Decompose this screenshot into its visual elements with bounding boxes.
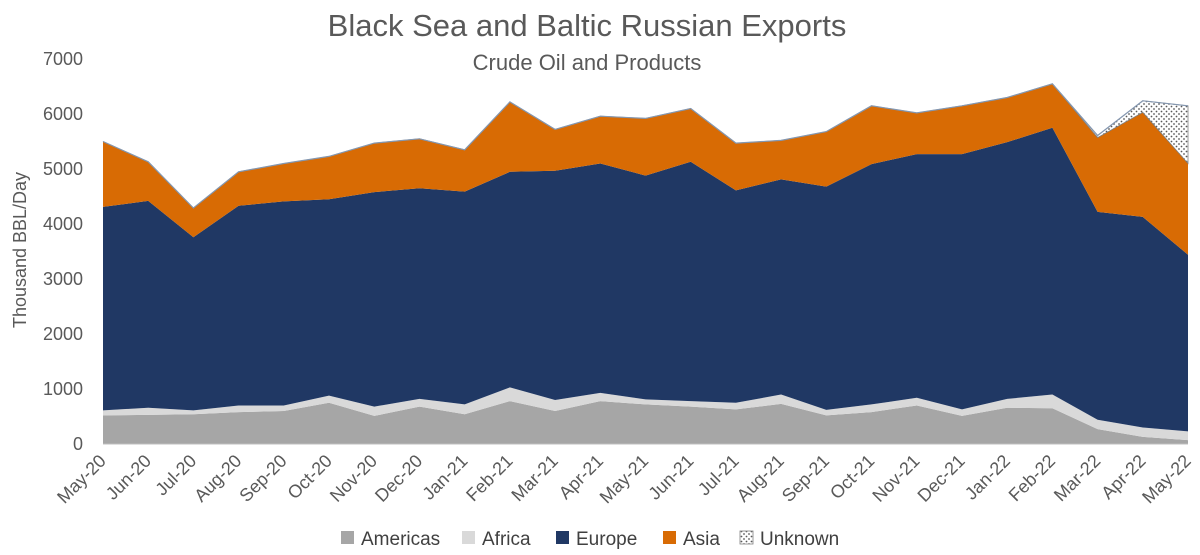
y-tick-label: 7000 [43,49,83,69]
x-tick-label: Sep-20 [235,451,290,506]
x-tick-label: Feb-22 [1005,451,1059,505]
x-tick-label: Sep-21 [778,451,833,506]
area-africa [103,387,1188,441]
x-tick-label: Mar-22 [1050,451,1104,505]
area-europe [103,127,1188,432]
x-tick-label: May-21 [596,451,653,508]
legend-label-unknown: Unknown [760,529,839,550]
legend-swatch-americas [341,531,354,544]
x-tick-label: Aug-21 [733,451,788,506]
x-tick-label: May-20 [53,451,110,508]
x-tick-label: Feb-21 [462,451,516,505]
legend-swatch-africa [462,531,475,544]
x-tick-label: May-22 [1138,451,1195,508]
legend-label-americas: Americas [361,529,440,550]
chart-legend: Americas Africa Europe Asia Unknown [341,529,839,550]
x-tick-label: Aug-20 [190,451,245,506]
x-tick-label: Jan-22 [961,451,1014,504]
y-tick-label: 0 [73,434,83,454]
y-axis-label: Thousand BBL/Day [10,172,30,328]
chart-title: Black Sea and Baltic Russian Exports [328,8,847,43]
y-tick-label: 4000 [43,214,83,234]
legend-label-africa: Africa [482,529,531,550]
total-outline [102,83,1189,209]
x-axis-ticks: May-20Jun-20Jul-20Aug-20Sep-20Oct-20Nov-… [53,451,1195,508]
legend-swatch-unknown [739,530,754,545]
x-tick-label: Dec-20 [371,451,426,506]
x-tick-label: Jun-21 [644,451,697,504]
x-tick-label: Jan-21 [418,451,471,504]
legend-swatch-asia [663,531,676,544]
x-tick-label: Mar-21 [507,451,561,505]
area-americas [103,401,1188,444]
y-tick-label: 1000 [43,379,83,399]
x-tick-label: Nov-21 [868,451,923,506]
legend-label-asia: Asia [683,529,720,550]
y-tick-label: 6000 [43,104,83,124]
legend-swatch-europe [556,531,569,544]
legend-label-europe: Europe [576,529,637,550]
area-asia [103,83,1188,255]
y-tick-label: 5000 [43,159,83,179]
series-areas [102,83,1189,444]
x-tick-label: Nov-20 [326,451,381,506]
y-tick-label: 3000 [43,269,83,289]
y-axis-ticks: 0 1000 2000 3000 4000 5000 6000 7000 [43,49,83,454]
chart-subtitle: Crude Oil and Products [473,50,702,75]
x-tick-label: Dec-21 [914,451,969,506]
x-tick-label: Jun-20 [102,451,155,504]
y-tick-label: 2000 [43,324,83,344]
